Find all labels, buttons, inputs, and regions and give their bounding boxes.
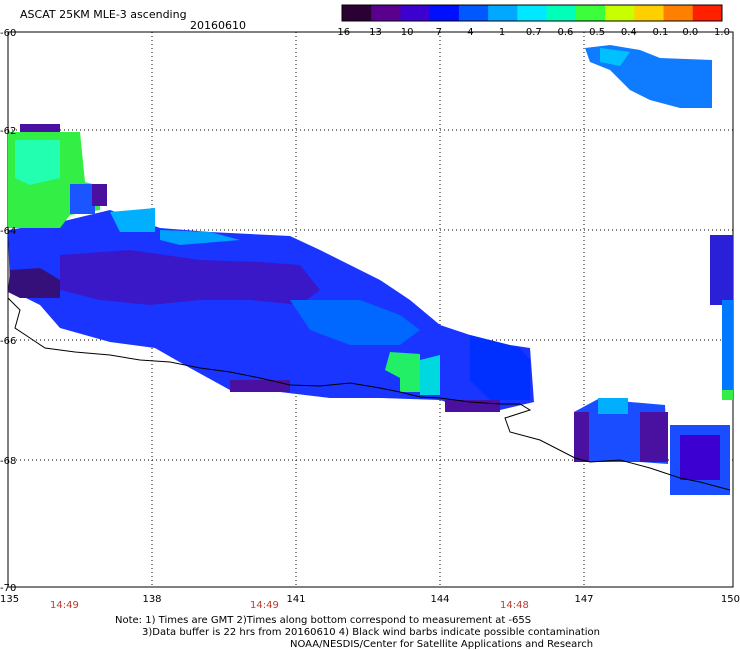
latitude-label: -64: [0, 226, 16, 237]
latitude-label: -70: [0, 583, 16, 594]
colorbar-outline: [341, 4, 723, 22]
time-label-3: 14:48: [500, 600, 529, 611]
note-line-3: NOAA/NESDIS/Center for Satellite Applica…: [290, 639, 594, 650]
latitude-label: -60: [0, 28, 16, 39]
colorbar-segment: [517, 5, 548, 21]
latitude-axis-labels: -60 -62 -64 -66 -68 -70: [0, 28, 16, 594]
map-title: ASCAT 25KM MLE-3 ascending: [20, 8, 187, 21]
note-line-1: Note: 1) Times are GMT 2)Times along bot…: [115, 615, 532, 626]
colorbar-segment: [429, 5, 460, 21]
longitude-label: 135: [0, 594, 19, 605]
longitude-label: 147: [574, 594, 593, 605]
colorbar-segment: [342, 5, 372, 21]
wind-patch-northeast: [585, 45, 712, 108]
time-label-1: 14:49: [50, 600, 79, 611]
latitude-label: -62: [0, 126, 16, 137]
wind-swath-main: [8, 208, 534, 412]
colorbar-segment: [605, 5, 635, 21]
colorbar-segment: [663, 5, 694, 21]
coastline: [7, 297, 731, 491]
longitude-label: 141: [286, 594, 305, 605]
longitude-label: 150: [721, 594, 740, 605]
time-label-2: 14:49: [250, 600, 279, 611]
colorbar-segment: [634, 5, 665, 21]
wind-patch-east-edge: [710, 235, 733, 400]
colorbar: -16 -13 -10 -7 -4 -1 -0.7 -0.6 -0.5 -0.4 -0.1 0.0 1.…: [334, 4, 730, 38]
colorbar-segment: [371, 5, 401, 21]
latitude-label: -66: [0, 336, 16, 347]
colorbar-segment: [546, 5, 577, 21]
longitude-label: 138: [142, 594, 161, 605]
longitude-label: 144: [430, 594, 449, 605]
latitude-label: -68: [0, 456, 16, 467]
longitude-axis-labels: 135 138 141 144 147 150: [0, 594, 740, 605]
colorbar-segment: [692, 5, 723, 21]
colorbar-segment: [400, 5, 431, 21]
wind-patch-southeast: [574, 398, 730, 495]
wind-patch-northwest: [8, 124, 107, 228]
map-date: 20160610: [190, 19, 246, 32]
colorbar-segment: [488, 5, 518, 21]
colorbar-segment: [575, 5, 606, 21]
note-line-2: 3)Data buffer is 22 hrs from 20160610 4)…: [142, 627, 600, 638]
colorbar-segment: [458, 5, 489, 21]
